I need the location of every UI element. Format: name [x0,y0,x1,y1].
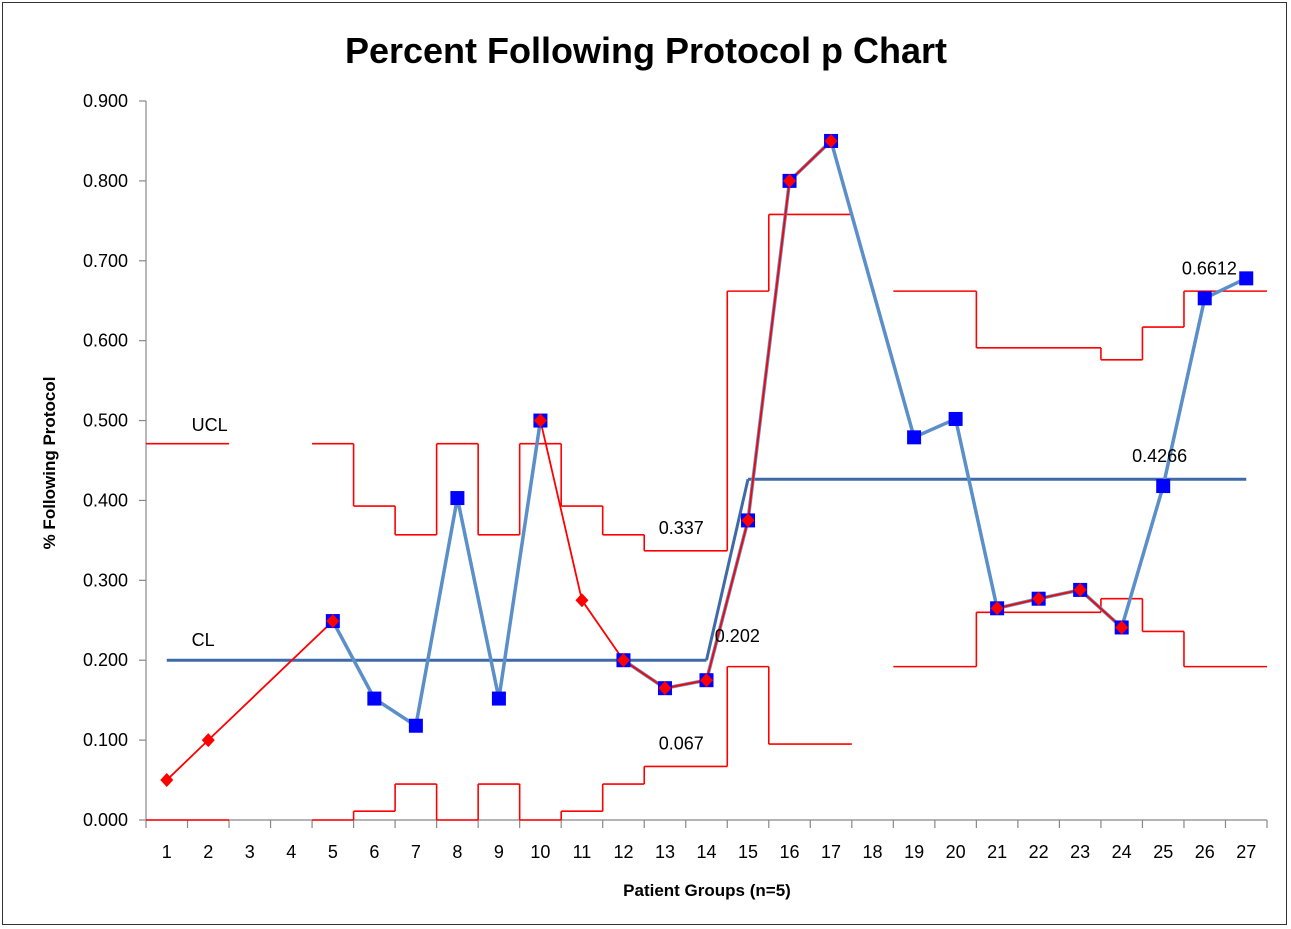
x-tick-label: 21 [987,842,1007,862]
x-tick-label: 19 [904,842,924,862]
y-tick-label: 0.900 [83,91,128,111]
chart-title: Percent Following Protocol p Chart [345,30,947,71]
x-tick-label: 10 [530,842,550,862]
x-tick-label: 18 [863,842,883,862]
center-line-riser [705,478,750,661]
data-point-diamond [824,133,838,148]
data-point-diamond [1073,582,1087,597]
blue-series-line [331,420,543,728]
data-point-diamond [326,614,340,629]
data-point-square [408,718,423,733]
x-axis-title: Patient Groups (n=5) [623,881,791,900]
y-tick-label: 0.100 [83,730,128,750]
x-tick-label: 4 [286,842,296,862]
x-tick-label: 14 [696,842,716,862]
annotation-label: 0.202 [715,626,760,646]
red-series-line [996,589,1123,629]
x-tick-label: 16 [780,842,800,862]
data-point-square [491,691,506,706]
data-point-diamond [741,513,755,528]
y-tick-label: 0.300 [83,570,128,590]
data-point-diamond [1115,620,1129,635]
y-tick-label: 0.000 [83,810,128,830]
x-tick-label: 23 [1070,842,1090,862]
data-point-square [948,411,963,426]
y-tick-label: 0.500 [83,411,128,431]
x-tick-label: 22 [1029,842,1049,862]
x-tick-label: 24 [1112,842,1132,862]
data-point-diamond [616,653,630,668]
x-tick-label: 12 [613,842,633,862]
y-tick-label: 0.200 [83,650,128,670]
x-tick-label: 3 [245,842,255,862]
data-point-square [907,430,922,445]
data-point-diamond [160,773,174,788]
x-tick-label: 5 [328,842,338,862]
data-point-diamond [575,593,589,608]
data-point-square [1156,479,1171,494]
x-tick-label: 15 [738,842,758,862]
red-series-line [539,140,832,690]
p-chart: Percent Following Protocol p Chart 0.000… [40,30,1268,900]
x-tick-label: 6 [369,842,379,862]
blue-series-line [622,139,1247,690]
annotation-label: 0.337 [659,518,704,538]
x-tick-label: 20 [946,842,966,862]
plot-area: 0.000 0.100 0.200 0.300 0.400 0.500 0.600 0.700… [83,91,1268,862]
data-point-diamond [658,681,672,696]
x-tick-label: 11 [573,842,592,862]
data-point-diamond [1032,591,1046,606]
x-tick-label: 7 [411,842,421,862]
data-point-diamond [201,733,215,748]
x-tick-label: 8 [452,842,462,862]
data-point-square [450,491,465,506]
x-tick-label: 1 [162,842,172,862]
x-tick-label: 25 [1153,842,1173,862]
y-axis-title: % Following Protocol [40,377,59,550]
y-tick-label: 0.700 [83,251,128,271]
annotation-label: 0.067 [659,734,704,754]
data-point-square [1239,271,1254,286]
x-tick-label: 26 [1195,842,1215,862]
x-tick-label: 27 [1236,842,1256,862]
x-tick-label: 9 [494,842,504,862]
y-tick-label: 0.800 [83,171,128,191]
data-point-diamond [783,173,797,188]
annotation-label: CL [192,630,215,650]
data-point-diamond [700,673,713,688]
data-point-square [367,691,382,706]
x-tick-label: 13 [655,842,675,862]
annotation-label: 0.4266 [1132,446,1187,466]
data-point-diamond [533,413,547,428]
y-tick-label: 0.400 [83,490,128,510]
annotation-label: UCL [192,415,228,435]
data-point-diamond [990,601,1004,616]
annotation-label: 0.6612 [1182,258,1237,278]
y-tick-label: 0.600 [83,331,128,351]
x-tick-label: 17 [821,842,841,862]
x-tick-label: 2 [203,842,213,862]
data-point-square [1197,291,1212,306]
